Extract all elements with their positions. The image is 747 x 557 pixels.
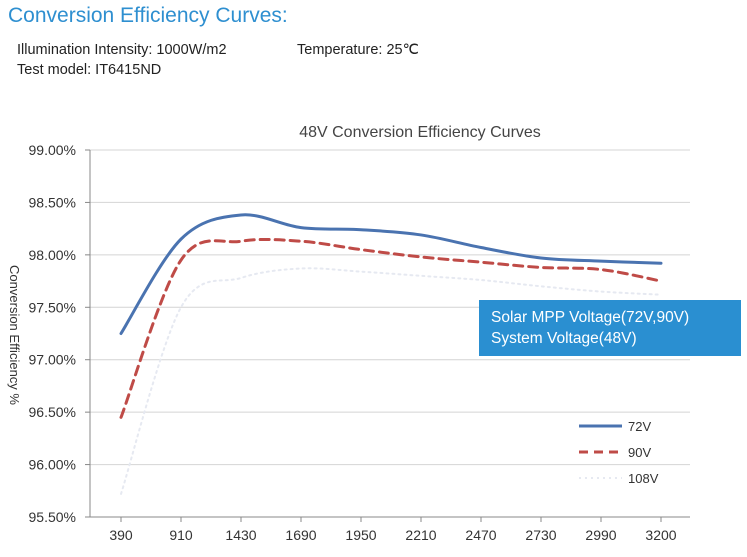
temperature-text: Temperature: 25℃ (297, 42, 419, 58)
chart-series (119, 213, 663, 495)
page-title: Conversion Efficiency Curves: (8, 4, 288, 27)
chart-title: 48V Conversion Efficiency Curves (299, 124, 541, 141)
y-axis-label: Conversion Efficiency % (7, 265, 22, 405)
chart-grid (85, 149, 690, 522)
y-tick-label: 96.00% (29, 457, 76, 473)
x-tick-label: 3200 (645, 527, 676, 543)
y-tick-label: 99.00% (29, 142, 76, 158)
y-tick-label: 98.50% (29, 194, 76, 210)
x-tick-label: 2470 (465, 527, 496, 543)
x-tick-label: 2210 (405, 527, 436, 543)
x-axis-ticks: 390 910 1430 1690 1950 2210 2470 2730 2990 3200 (109, 527, 676, 543)
series-line-108V (120, 267, 662, 495)
voltage-callout-box: Solar MPP Voltage(72V,90V) System Voltag… (479, 300, 741, 356)
test-model-text: Test model: IT6415ND (17, 62, 162, 78)
legend-label-90V: 90V (628, 445, 651, 460)
callout-line-2: System Voltage(48V) (491, 330, 637, 347)
x-tick-label: 2730 (525, 527, 556, 543)
legend-label-108V: 108V (628, 471, 659, 486)
series-line-72V (119, 213, 663, 335)
y-tick-label: 98.00% (29, 247, 76, 263)
x-tick-label: 2990 (585, 527, 616, 543)
y-tick-label: 95.50% (29, 509, 76, 525)
chart-legend: 72V 90V 108V (579, 419, 659, 486)
x-tick-label: 910 (169, 527, 193, 543)
y-tick-label: 97.00% (29, 352, 76, 368)
x-tick-label: 1950 (345, 527, 376, 543)
x-tick-label: 1690 (285, 527, 316, 543)
y-axis-ticks: 95.50% 96.00% 96.50% 97.00% 97.50% 98.00% 98.5… (29, 142, 76, 525)
illumination-intensity-text: Illumination Intensity: 1000W/m2 (17, 42, 227, 58)
legend-label-72V: 72V (628, 419, 651, 434)
y-tick-label: 97.50% (29, 299, 76, 315)
x-tick-label: 1430 (225, 527, 256, 543)
series-line-90V (119, 237, 663, 419)
x-tick-label: 390 (109, 527, 133, 543)
callout-line-1: Solar MPP Voltage(72V,90V) (491, 309, 690, 326)
y-tick-label: 96.50% (29, 404, 76, 420)
